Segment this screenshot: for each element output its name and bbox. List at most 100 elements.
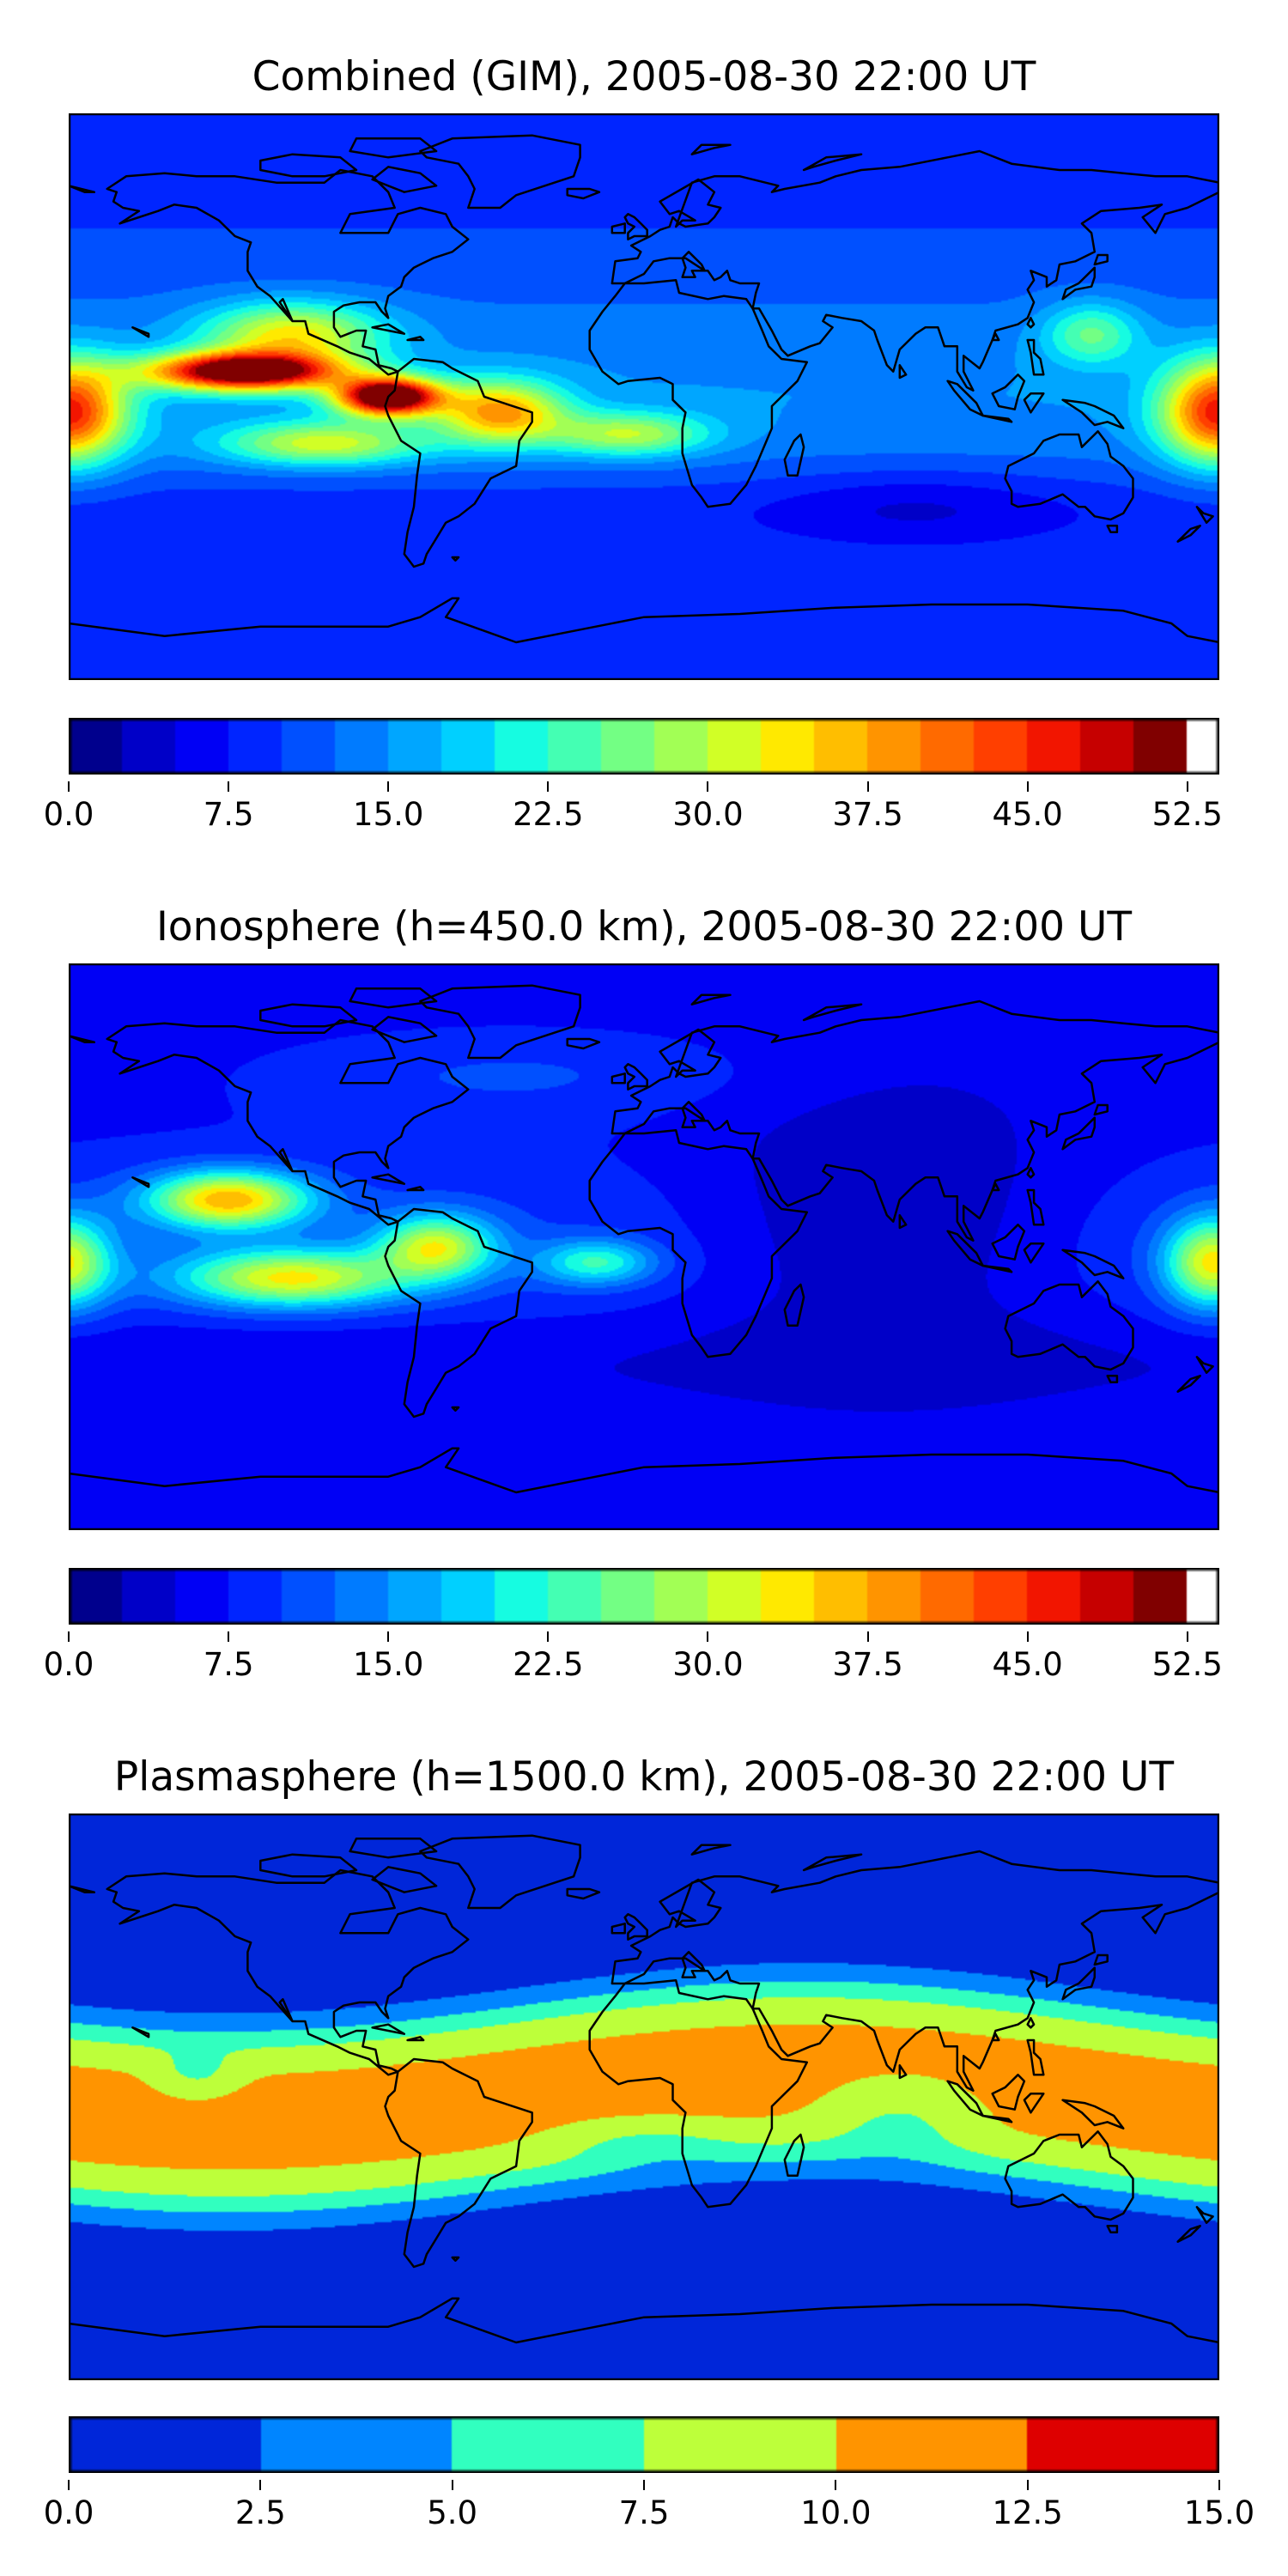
coastline bbox=[1061, 2099, 1125, 2129]
colorbar-tick-mark bbox=[228, 781, 230, 792]
coastline bbox=[106, 1868, 470, 2076]
coastline bbox=[783, 433, 805, 477]
colorbar-tick-mark bbox=[1186, 1631, 1188, 1642]
colorbar-tick-mark bbox=[866, 1631, 869, 1642]
coastline bbox=[371, 1173, 406, 1185]
coastline bbox=[349, 137, 438, 159]
coastline bbox=[371, 166, 438, 193]
colorbar-tick-label: 5.0 bbox=[427, 2494, 478, 2531]
colorbar-tick-label: 10.0 bbox=[800, 2494, 872, 2531]
colorbar-tick-mark bbox=[228, 1631, 230, 1642]
coastline bbox=[623, 213, 648, 240]
colorbar-tick-mark bbox=[707, 1631, 709, 1642]
coastline bbox=[991, 332, 1000, 342]
coastline bbox=[1106, 525, 1119, 533]
coastline bbox=[259, 153, 358, 178]
coastline bbox=[802, 1003, 863, 1022]
coastline bbox=[623, 1063, 648, 1091]
coastline bbox=[690, 143, 732, 155]
colorbar-tick-label: 45.0 bbox=[992, 796, 1063, 833]
colorbar-tick-label: 15.0 bbox=[353, 1646, 424, 1683]
coastline bbox=[131, 2026, 150, 2038]
coastline bbox=[690, 1844, 732, 1856]
coastline bbox=[69, 1885, 96, 1893]
colorbar-tick-label: 7.5 bbox=[203, 1646, 254, 1683]
coastline bbox=[1195, 506, 1214, 524]
map-frame bbox=[69, 1814, 1219, 2380]
colorbar-tick-label: 22.5 bbox=[513, 796, 584, 833]
coastline bbox=[898, 2064, 908, 2080]
coastline bbox=[1023, 392, 1045, 414]
colorbar-tick-label: 30.0 bbox=[672, 1646, 744, 1683]
coastline bbox=[991, 1224, 1026, 1261]
coastline bbox=[451, 2256, 460, 2262]
coastline bbox=[1176, 525, 1201, 543]
colorbar-tick-mark bbox=[1186, 781, 1188, 792]
colorbar-tick-label: 7.5 bbox=[618, 2494, 670, 2531]
coastline bbox=[1093, 1953, 1109, 1966]
colorbar-ticks-ionosphere: 0.0 7.5 15.0 22.5 30.0 37.5 45.0 52.5 bbox=[0, 1631, 1288, 1695]
colorbar-tick-label: 15.0 bbox=[353, 796, 424, 833]
coastline bbox=[1026, 2038, 1045, 2076]
coastline bbox=[451, 1406, 460, 1412]
coastline bbox=[981, 1264, 1013, 1273]
colorbar-tick-label: 15.0 bbox=[1183, 2494, 1255, 2531]
colorbar-tick-mark bbox=[1026, 781, 1029, 792]
coastline bbox=[1176, 2225, 1201, 2243]
coastline bbox=[1004, 1280, 1134, 1371]
coastline bbox=[783, 1283, 805, 1327]
coastline-overlay-combined bbox=[69, 113, 1219, 680]
coastline bbox=[1026, 338, 1045, 376]
coastline bbox=[1026, 2017, 1036, 2029]
colorbar-tick-mark bbox=[451, 2480, 453, 2490]
colorbar-plasmasphere bbox=[69, 2416, 1219, 2473]
coastline bbox=[991, 2074, 1026, 2111]
colorbar-tick-mark bbox=[835, 2480, 837, 2490]
colorbar-ticks-plasmasphere: 0.0 2.5 5.0 7.5 10.0 12.5 15.0 bbox=[0, 2480, 1288, 2543]
coastline bbox=[898, 1214, 908, 1230]
colorbar-tick-mark bbox=[259, 2480, 262, 2490]
coastline bbox=[69, 185, 96, 193]
coastline bbox=[1061, 266, 1097, 301]
coastline bbox=[588, 279, 809, 508]
coastline bbox=[406, 1186, 425, 1192]
coastline bbox=[384, 1207, 533, 1419]
colorbar-tick-label: 52.5 bbox=[1151, 796, 1223, 833]
coastline bbox=[406, 2036, 425, 2042]
coastline bbox=[611, 1072, 626, 1084]
coastline bbox=[566, 1887, 601, 1900]
coastline bbox=[1061, 398, 1125, 429]
chart-title-plasmasphere: Plasmasphere (h=1500.0 km), 2005-08-30 2… bbox=[113, 1753, 1175, 1801]
coastline bbox=[981, 414, 1013, 423]
coastline bbox=[566, 1037, 601, 1050]
coastline bbox=[566, 187, 601, 200]
coastline bbox=[1106, 2225, 1119, 2233]
coastline bbox=[451, 556, 460, 562]
coastline bbox=[371, 1866, 438, 1893]
colorbar-ionosphere bbox=[69, 1568, 1219, 1625]
coastline bbox=[588, 1979, 809, 2208]
coastline bbox=[588, 1129, 809, 1358]
coastline bbox=[406, 336, 425, 342]
colorbar-ticks-combined: 0.0 7.5 15.0 22.5 30.0 37.5 45.0 52.5 bbox=[0, 781, 1288, 845]
coastline bbox=[419, 984, 581, 1060]
colorbar-tick-label: 2.5 bbox=[234, 2494, 286, 2531]
coastline-overlay-ionosphere bbox=[69, 963, 1219, 1530]
coastline bbox=[259, 1003, 358, 1028]
coastline bbox=[259, 1853, 358, 1878]
colorbar-tick-mark bbox=[866, 781, 869, 792]
coastline bbox=[611, 1850, 1219, 2092]
coastline bbox=[611, 222, 626, 234]
chart-title-combined: Combined (GIM), 2005-08-30 22:00 UT bbox=[252, 53, 1036, 100]
colorbar-tick-label: 52.5 bbox=[1151, 1646, 1223, 1683]
colorbar-tick-label: 12.5 bbox=[992, 2494, 1063, 2531]
coastline bbox=[349, 1838, 438, 1859]
coastline bbox=[1004, 2130, 1134, 2221]
coastline bbox=[611, 149, 1219, 392]
coastline bbox=[1061, 1966, 1097, 2001]
coastline bbox=[898, 364, 908, 380]
coastline bbox=[69, 1035, 96, 1043]
colorbar-tick-mark bbox=[1026, 1631, 1029, 1642]
coastline bbox=[384, 2057, 533, 2269]
coastline bbox=[690, 993, 732, 1005]
